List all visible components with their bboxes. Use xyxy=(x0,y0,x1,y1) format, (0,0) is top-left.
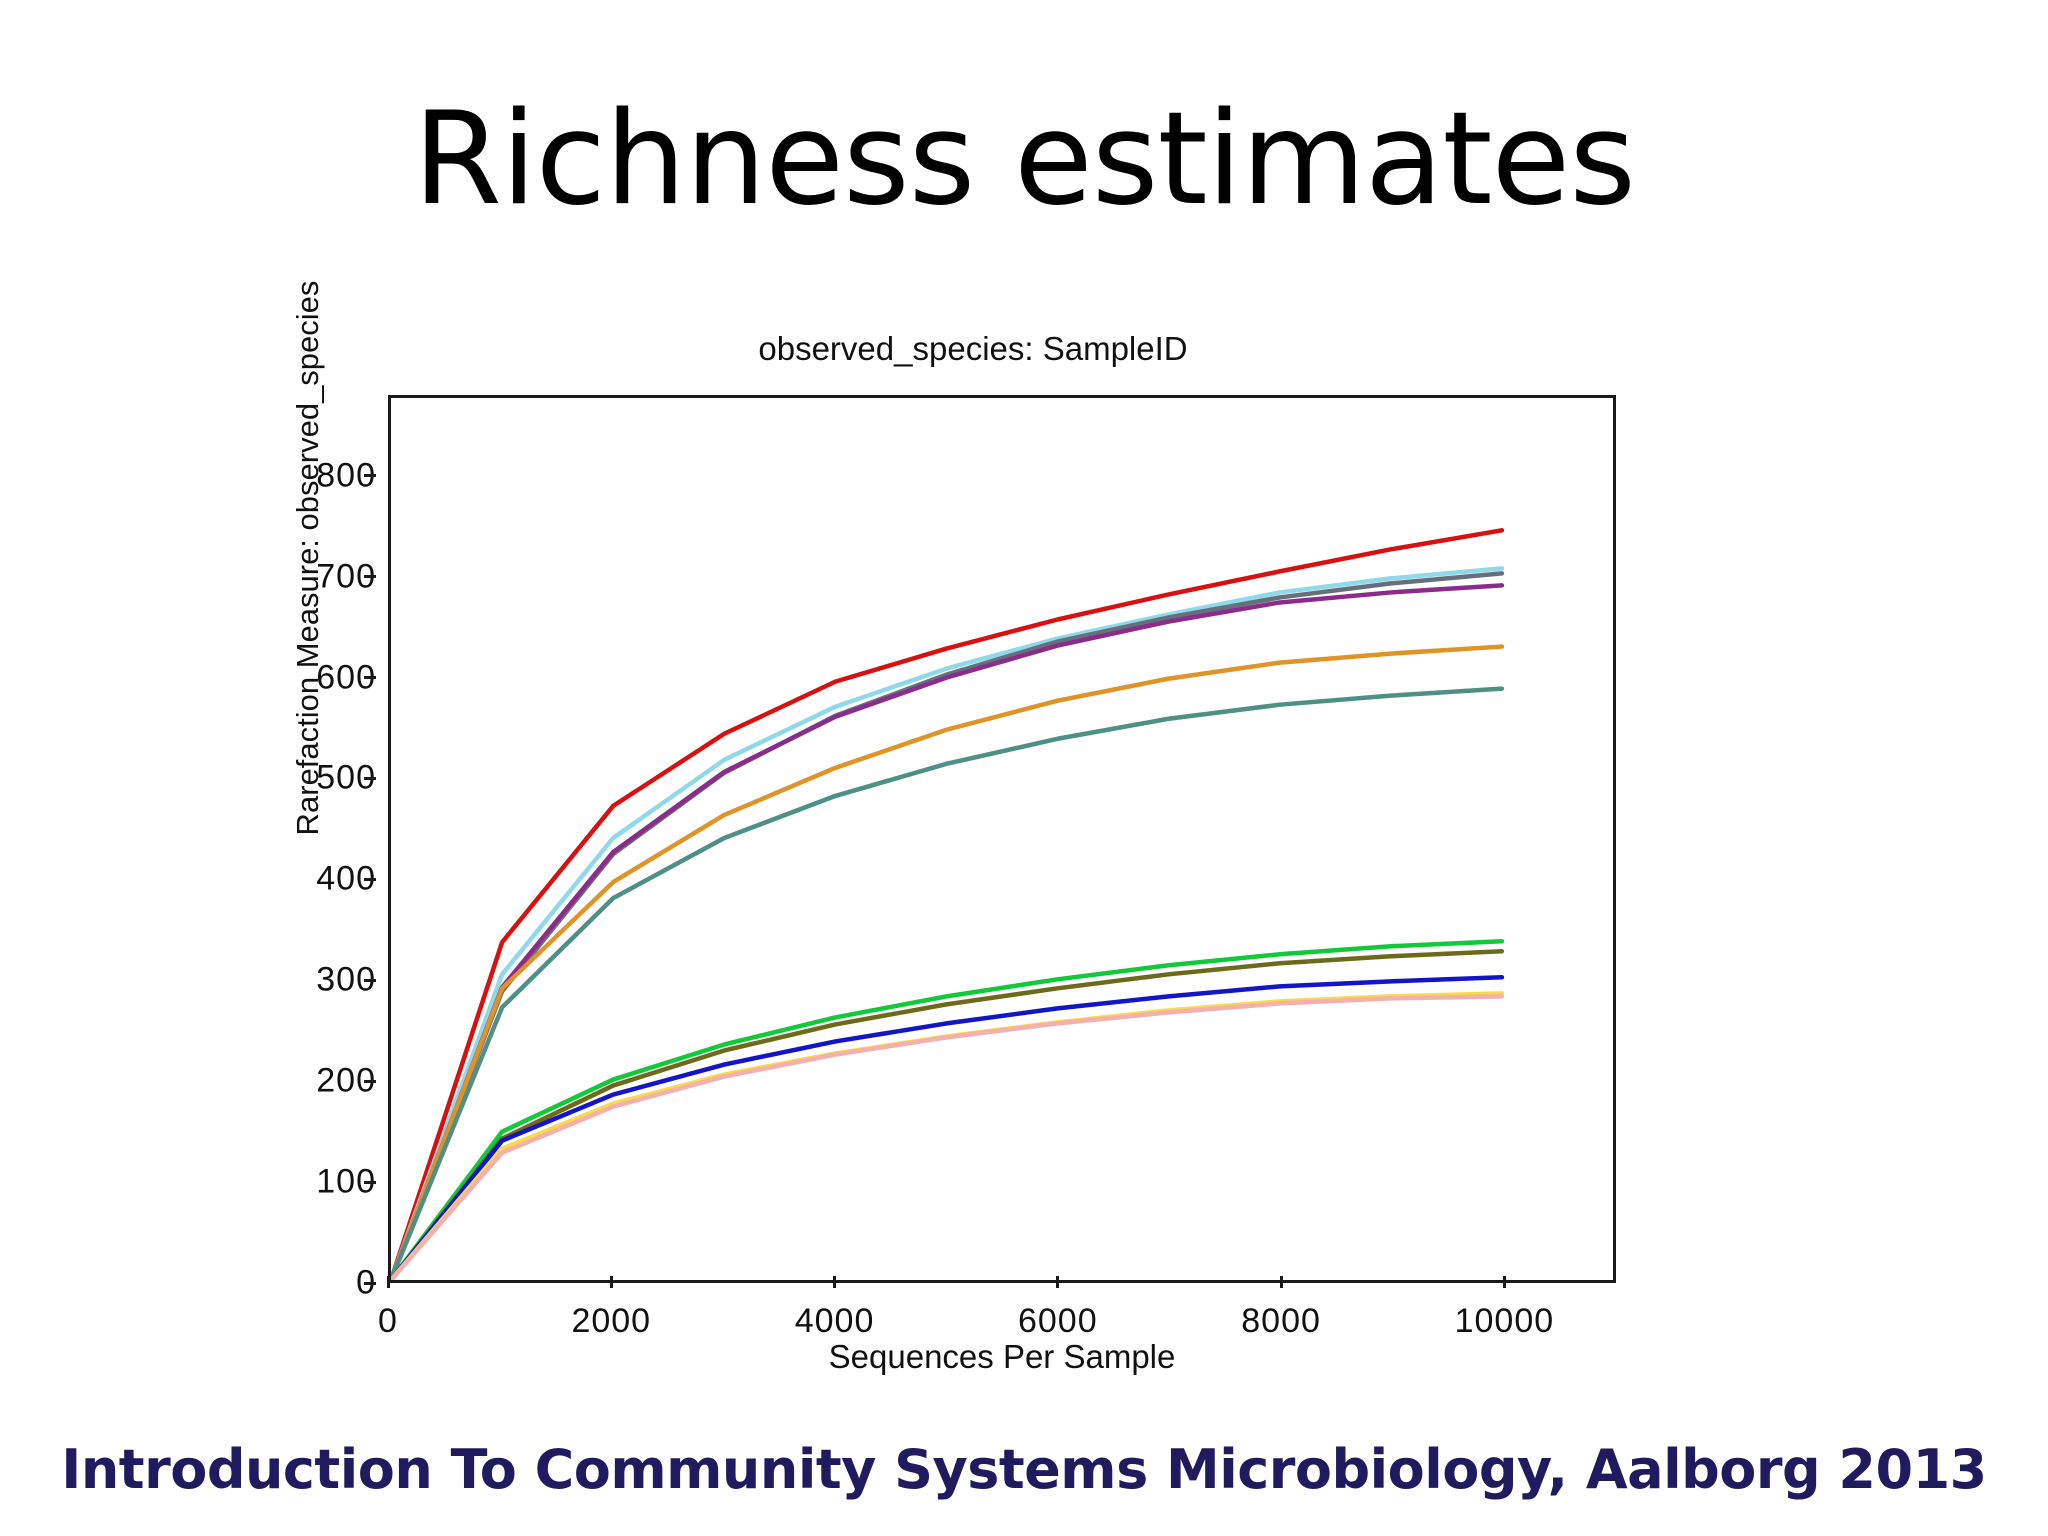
y-tick-label: 500 xyxy=(316,758,376,797)
series-line xyxy=(391,647,1502,1280)
x-axis-title: Sequences Per Sample xyxy=(828,1338,1176,1375)
series-line xyxy=(391,585,1502,1280)
y-tick-label: 100 xyxy=(316,1162,376,1201)
series-line xyxy=(391,530,1502,1280)
y-tick-label: 200 xyxy=(316,1061,376,1100)
slide-footer: Introduction To Community Systems Microb… xyxy=(61,1438,1987,1501)
plot-area xyxy=(388,395,1616,1283)
y-axis-tick-labels: 0 100 200 300 400 500 600 700 800 xyxy=(248,395,376,1302)
y-tick-mark xyxy=(364,474,376,478)
series-line xyxy=(391,941,1502,1280)
rarefaction-chart-figure: observed_species: SampleID Rarefaction M… xyxy=(248,281,1648,1390)
y-tick-mark xyxy=(364,877,376,881)
x-tick-label: 2000 xyxy=(571,1302,652,1340)
x-tick-mark xyxy=(1056,1276,1060,1288)
x-tick-mark xyxy=(1502,1276,1506,1288)
series-line xyxy=(391,689,1502,1280)
x-tick-label: 0 xyxy=(378,1302,398,1340)
y-tick-mark xyxy=(364,575,376,579)
x-tick-label: 10000 xyxy=(1454,1302,1555,1340)
y-tick-label: 600 xyxy=(316,658,376,697)
series-line xyxy=(391,977,1502,1280)
y-tick-label: 400 xyxy=(316,859,376,898)
y-tick-label: 300 xyxy=(316,960,376,999)
y-tick-mark xyxy=(364,978,376,982)
x-tick-mark xyxy=(833,1276,837,1288)
y-tick-mark xyxy=(364,676,376,680)
plot-lines xyxy=(391,398,1613,1280)
x-tick-label: 4000 xyxy=(794,1302,875,1340)
x-tick-label: 6000 xyxy=(1017,1302,1098,1340)
series-line xyxy=(391,996,1502,1280)
y-tick-mark xyxy=(364,1079,376,1083)
y-tick-label: 800 xyxy=(316,456,376,495)
page-title: Richness estimates xyxy=(413,85,1636,234)
y-tick-label: 0 xyxy=(356,1263,376,1302)
y-tick-mark xyxy=(364,776,376,780)
chart-title: observed_species: SampleID xyxy=(758,330,1188,367)
y-tick-label: 700 xyxy=(316,557,376,596)
x-tick-mark xyxy=(386,1276,390,1288)
x-tick-mark xyxy=(1279,1276,1283,1288)
x-axis-tick-labels: 0 2000 4000 6000 8000 10000 xyxy=(378,1276,1616,1340)
y-tick-mark xyxy=(364,1281,376,1285)
x-tick-label: 8000 xyxy=(1241,1302,1321,1340)
series-line xyxy=(391,951,1502,1280)
series-line xyxy=(391,568,1502,1280)
y-tick-mark xyxy=(364,1180,376,1184)
x-tick-mark xyxy=(609,1276,613,1288)
